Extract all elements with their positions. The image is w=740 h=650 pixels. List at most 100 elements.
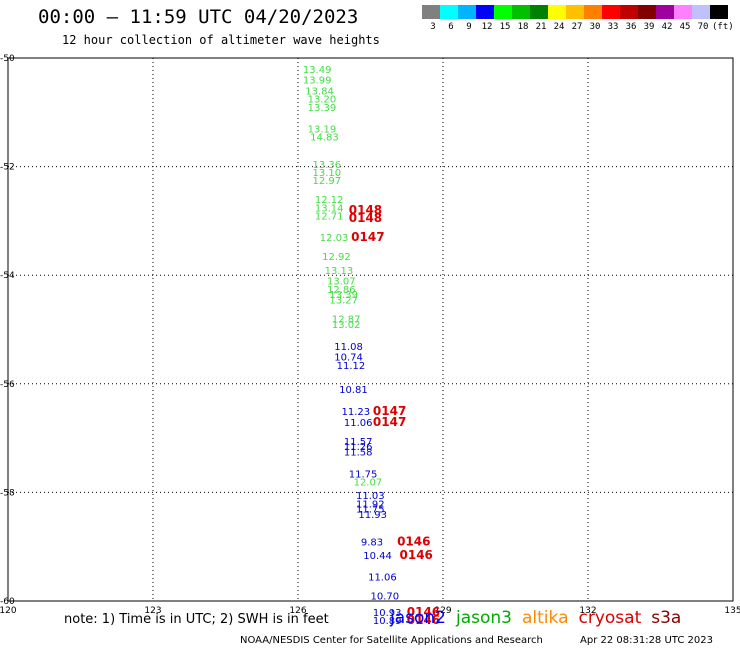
data-point-label: 11.58	[344, 448, 373, 459]
data-point-label: 13.39	[308, 103, 337, 114]
data-point-label: 11.08	[334, 342, 363, 353]
scale-swatch	[710, 5, 728, 19]
data-point-label: 13.07	[327, 277, 356, 288]
scale-label: 39	[643, 22, 655, 32]
credit-footer: NOAA/NESDIS Center for Satellite Applica…	[240, 635, 543, 646]
scale-label: 27	[571, 22, 583, 32]
scale-label: (ft)	[712, 22, 734, 32]
data-point-label: 11.75	[356, 505, 385, 516]
scale-swatch	[674, 5, 692, 19]
data-point-label: 13.02	[332, 320, 361, 331]
scale-label: 6	[448, 22, 454, 32]
y-tick-label: -54	[0, 271, 15, 281]
legend-entry: jason2	[390, 608, 446, 628]
data-point-label: 13.84	[305, 87, 334, 98]
data-point-label: 9.83	[361, 537, 383, 548]
data-point-label: 13.13	[325, 266, 354, 277]
data-point-label: 11.26	[344, 442, 373, 453]
scale-label: 9	[466, 22, 472, 32]
scale-label: 18	[517, 22, 529, 32]
scale-label: 24	[553, 22, 565, 32]
plot-frame	[7, 57, 734, 602]
units-note: note: 1) Time is in UTC; 2) SWH is in fe…	[64, 612, 329, 627]
data-point-label: 12.92	[322, 252, 351, 263]
data-point-label: 0148	[349, 211, 382, 225]
y-tick-label: -58	[0, 488, 15, 498]
data-point-label: 0148	[349, 203, 382, 217]
data-point-label: 0146	[407, 613, 440, 627]
data-point-label: 0147	[351, 230, 384, 244]
x-tick-label: 129	[434, 606, 451, 616]
data-point-label: 11.92	[356, 499, 385, 510]
data-point-label: 13.99	[303, 76, 332, 87]
data-point-label: 0147	[373, 415, 406, 429]
data-point-label: 11.06	[344, 418, 373, 429]
y-tick-label: -60	[0, 597, 15, 607]
data-point-label: 12.12	[315, 195, 344, 206]
x-tick-label: 132	[579, 606, 596, 616]
scale-label: 36	[625, 22, 637, 32]
y-tick-label: -56	[0, 380, 15, 390]
data-point-label: 0147	[373, 404, 406, 418]
scale-label: 21	[535, 22, 547, 32]
scale-label: 15	[499, 22, 511, 32]
data-point-label: 13.14	[315, 203, 344, 214]
chart-title: 00:00 – 11:59 UTC 04/20/2023	[38, 6, 359, 28]
data-point-label: 12.86	[327, 285, 356, 296]
data-point-label: 11.06	[368, 573, 397, 584]
data-point-label: 12.07	[354, 478, 383, 489]
data-point-label: 10.81	[339, 385, 368, 396]
data-point-label: 12.03	[320, 233, 349, 244]
scale-swatch	[602, 5, 620, 19]
x-tick-label: 126	[289, 606, 306, 616]
data-point-label: 13.39	[329, 290, 358, 301]
data-point-label: 0146	[397, 534, 430, 548]
scale-swatch	[440, 5, 458, 19]
scale-swatch	[548, 5, 566, 19]
scale-swatch	[530, 5, 548, 19]
legend-entry: cryosat	[578, 608, 642, 628]
data-point-label: 12.71	[315, 211, 344, 222]
data-point-label: 10.70	[371, 592, 400, 603]
data-point-label: 10.93	[373, 608, 402, 619]
data-point-label: 0146	[400, 548, 433, 562]
scale-swatch	[692, 5, 710, 19]
data-point-label: 11.12	[337, 361, 366, 372]
y-tick-label: -52	[0, 163, 15, 173]
scale-label: 12	[481, 22, 493, 32]
legend-entry: s3a	[651, 608, 682, 628]
data-point-label: 10.74	[334, 353, 363, 364]
scale-label: 30	[589, 22, 601, 32]
scale-swatch	[476, 5, 494, 19]
data-point-label: 11.57	[344, 437, 373, 448]
scale-swatch	[584, 5, 602, 19]
scale-label: 3	[430, 22, 436, 32]
scale-swatch	[422, 5, 440, 19]
scale-label: 42	[661, 22, 673, 32]
data-point-label: 13.36	[313, 160, 342, 171]
data-point-label: 11.75	[349, 469, 378, 480]
scale-swatch	[566, 5, 584, 19]
data-point-label: 0146	[407, 605, 440, 619]
data-point-label: 12.97	[313, 176, 342, 187]
scale-swatch	[494, 5, 512, 19]
scale-label: 70	[697, 22, 709, 32]
legend-entry: jason3	[456, 608, 512, 628]
data-point-label: 10.44	[363, 551, 392, 562]
data-point-label: 10.89	[373, 616, 402, 627]
y-tick-label: -50	[0, 54, 15, 64]
chart-subtitle: 12 hour collection of altimeter wave hei…	[62, 33, 380, 47]
data-point-label: 13.10	[313, 168, 342, 179]
data-point-label: 11.93	[358, 510, 387, 521]
data-point-label: 12.87	[332, 315, 361, 326]
data-point-label: 13.19	[308, 125, 337, 136]
x-tick-label: 123	[144, 606, 161, 616]
scale-swatch	[638, 5, 656, 19]
scale-swatch	[620, 5, 638, 19]
scale-swatch	[512, 5, 530, 19]
scale-label: 45	[679, 22, 691, 32]
x-tick-label: 135	[724, 606, 740, 616]
scale-swatch	[656, 5, 674, 19]
scale-swatch	[458, 5, 476, 19]
